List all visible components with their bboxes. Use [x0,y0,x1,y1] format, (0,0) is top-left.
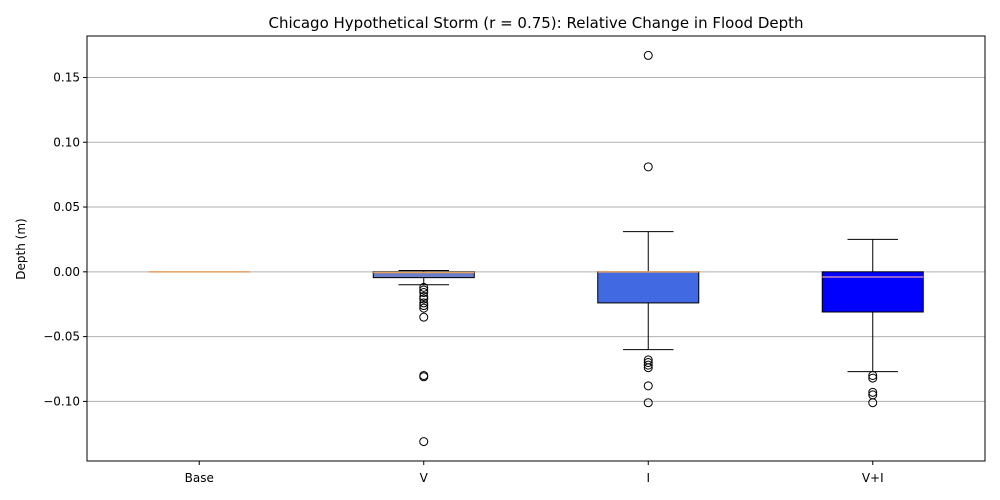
outlier-point [419,298,429,308]
y-ticks: −0.10 −0.05 0.00 0.05 0.10 0.15 [43,70,87,408]
y-tick-label: −0.05 [43,330,80,344]
outlier-point [419,285,429,295]
y-tick-label: 0.15 [53,70,80,84]
outlier-point [419,288,429,298]
iqr-box [597,271,700,304]
outlier-point [868,387,878,397]
x-tick-label: I [646,471,650,485]
x-ticks: Base V I V+I [185,461,884,485]
box-v [372,270,475,447]
outlier-point [419,291,429,301]
outlier-point [868,398,878,408]
box-v-i [821,238,924,408]
outlier-point [419,437,429,447]
outlier-point [643,358,653,368]
outlier-point [419,282,429,292]
outlier-point [419,294,429,304]
y-tick-label: −0.10 [43,394,80,408]
box-i [597,50,700,408]
outlier-point [419,303,429,313]
outlier-point [643,360,653,370]
x-tick-label: V+I [862,471,884,485]
outlier-point [643,162,653,172]
outlier-point [643,381,653,391]
outlier-point [643,50,653,60]
y-tick-label: 0.00 [53,265,80,279]
plot-frame [86,35,986,462]
outlier-point [419,301,429,311]
iqr-box [821,271,924,313]
outlier-point [868,370,878,380]
outlier-point [868,373,878,383]
chart-title: Chicago Hypothetical Storm (r = 0.75): R… [268,14,803,32]
y-axis-label: Depth (m) [14,218,28,279]
outlier-point [643,398,653,408]
outlier-point [419,372,429,382]
outlier-point [643,363,653,373]
x-tick-label: V [420,471,429,485]
boxes-layer [148,50,924,447]
y-tick-label: 0.10 [53,135,80,149]
x-tick-label: Base [185,471,214,485]
outlier-point [419,312,429,322]
y-tick-label: 0.05 [53,200,80,214]
